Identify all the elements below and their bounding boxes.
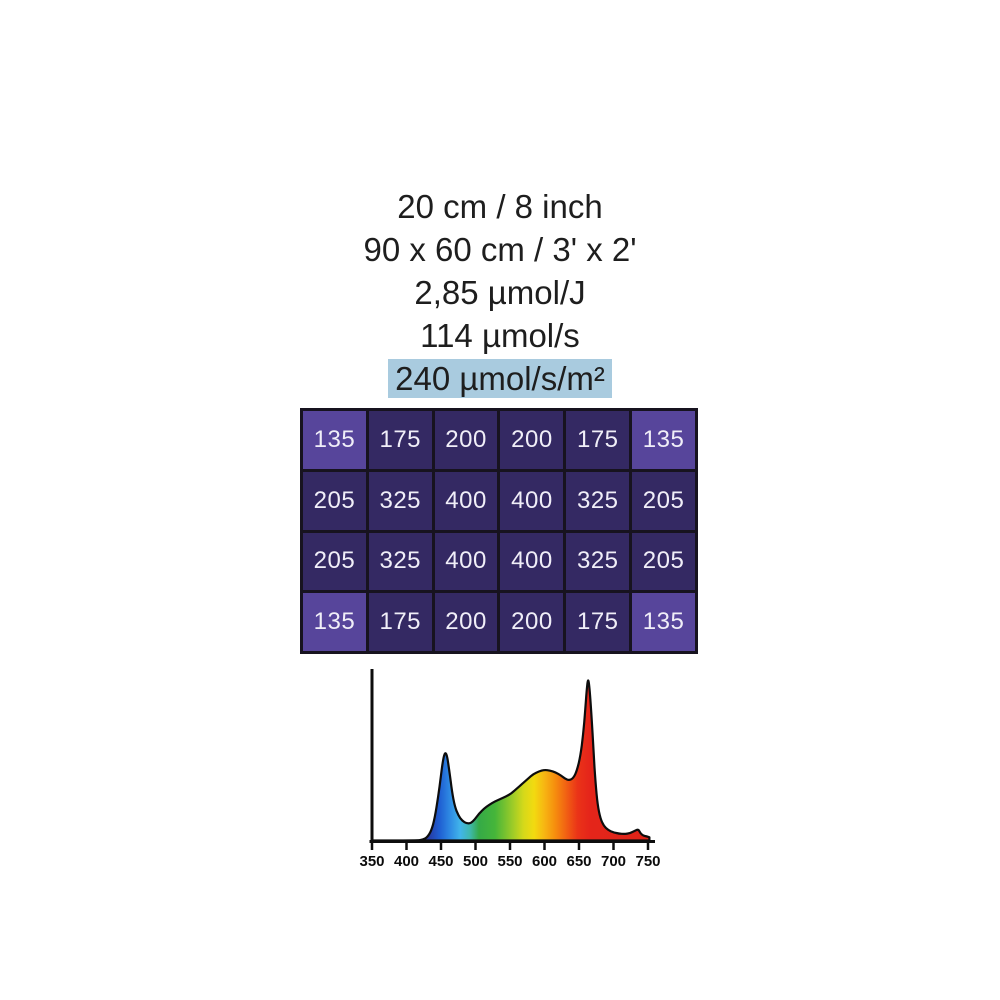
spec-header: 20 cm / 8 inch 90 x 60 cm / 3' x 2' 2,85… [0,185,1000,400]
x-axis-tick-label: 550 [497,853,522,870]
coverage-area-line: 90 x 60 cm / 3' x 2' [0,228,1000,271]
par-cell: 175 [368,411,432,469]
par-cell: 325 [368,471,432,530]
par-cell: 205 [303,532,366,591]
par-cell: 205 [632,471,695,530]
par-cell: 325 [566,471,630,530]
ppfd-line: 240 µmol/s/m² [0,357,1000,400]
par-cell: 325 [566,532,630,591]
par-cell: 135 [303,593,366,651]
hanging-height-text: 20 cm / 8 inch [397,188,603,225]
par-cell: 400 [500,471,564,530]
par-cell: 135 [632,593,695,651]
par-cell: 400 [500,532,564,591]
coverage-area-text: 90 x 60 cm / 3' x 2' [363,231,637,268]
x-axis-tick-label: 350 [359,853,384,870]
par-cell: 400 [434,471,498,530]
par-cell: 400 [434,532,498,591]
x-axis-tick-label: 500 [463,853,488,870]
spectrum-tick-marks [370,842,650,850]
spectrum-curve [370,679,651,842]
hanging-height-line: 20 cm / 8 inch [0,185,1000,228]
par-cell: 175 [368,593,432,651]
spectrum-tick-labels: 350 400 450 500 550 600 650 700 750 [359,853,660,870]
par-cell: 175 [566,411,630,469]
par-cell: 175 [566,593,630,651]
par-cell: 135 [303,411,366,469]
x-axis-tick-label: 450 [428,853,453,870]
spectrum-chart: 350 400 450 500 550 600 650 700 750 [359,669,661,870]
par-cell: 200 [500,411,564,469]
x-axis-tick-label: 700 [601,853,626,870]
efficacy-line: 2,85 µmol/J [0,271,1000,314]
par-cell: 205 [303,471,366,530]
ppf-line: 114 µmol/s [0,314,1000,357]
par-cell: 205 [632,532,695,591]
x-axis-tick-label: 400 [394,853,419,870]
ppf-text: 114 µmol/s [420,317,580,354]
par-cell: 325 [368,532,432,591]
efficacy-text: 2,85 µmol/J [414,274,586,311]
par-cell: 200 [434,593,498,651]
x-axis-tick-label: 600 [532,853,557,870]
par-grid: 135 175 200 200 175 135 205 325 400 400 325 205 205 3… [300,408,698,654]
ppfd-highlighted-text: 240 µmol/s/m² [388,359,612,398]
x-axis-tick-label: 750 [635,853,660,870]
par-cell: 200 [500,593,564,651]
x-axis-tick-label: 650 [566,853,591,870]
par-cell: 135 [632,411,695,469]
par-cell: 200 [434,411,498,469]
